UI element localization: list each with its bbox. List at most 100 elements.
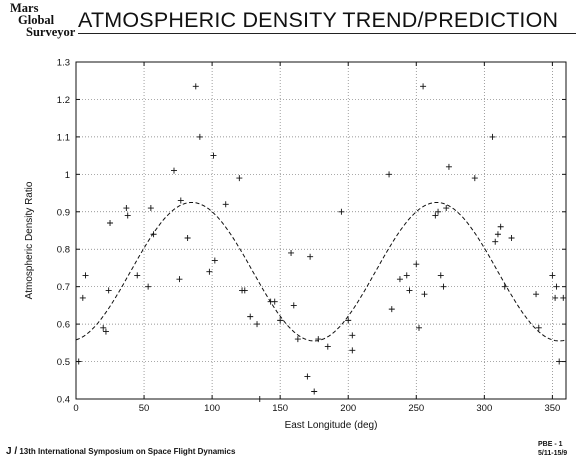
y-tick-label: 1 <box>65 170 70 181</box>
data-point <box>471 175 478 182</box>
data-point <box>440 283 447 290</box>
y-tick-label: 0.7 <box>57 282 70 293</box>
data-point <box>315 336 322 343</box>
logo-line-3: Surveyor <box>26 25 76 39</box>
data-point <box>349 332 356 339</box>
mars-global-surveyor-logo: Mars Global Surveyor <box>8 1 76 39</box>
x-tick-label: 0 <box>73 403 78 414</box>
data-point <box>210 152 217 159</box>
data-point <box>256 396 263 402</box>
data-point <box>432 212 439 219</box>
y-tick-label: 0.9 <box>57 207 70 218</box>
data-point <box>75 358 82 365</box>
x-tick-label: 150 <box>272 403 288 414</box>
data-point <box>147 205 154 212</box>
data-point <box>105 287 112 294</box>
y-tick-label: 1.2 <box>57 95 70 106</box>
data-point <box>102 328 109 335</box>
data-point <box>277 317 284 324</box>
data-point <box>82 272 89 279</box>
data-point <box>386 171 393 178</box>
data-point <box>171 167 177 174</box>
data-point <box>222 201 229 208</box>
data-point <box>307 253 314 260</box>
y-tick-label: 1.1 <box>57 132 70 143</box>
data-point <box>345 317 352 324</box>
x-axis-title: East Longitude (deg) <box>285 420 378 431</box>
data-point <box>552 294 559 301</box>
x-tick-label: 100 <box>204 403 220 414</box>
data-point <box>406 287 413 294</box>
y-tick-label: 0.6 <box>57 320 70 331</box>
logo-line-1: Mars <box>10 1 39 15</box>
data-point <box>290 302 297 309</box>
data-point <box>338 208 345 215</box>
plot-frame <box>75 61 567 400</box>
footer-conference-text: 13th International Symposium on Space Fl… <box>17 447 236 456</box>
data-point <box>294 336 301 343</box>
y-tick-label: 0.5 <box>57 357 70 368</box>
data-point <box>311 388 318 395</box>
data-point <box>247 313 254 320</box>
data-point <box>403 272 410 279</box>
data-point <box>533 291 540 298</box>
data-point <box>416 324 422 331</box>
data-point <box>489 133 496 140</box>
x-tick-label: 350 <box>544 403 560 414</box>
y-axis-title: Atmospheric Density Ratio <box>24 181 35 299</box>
footer-prefix: J / <box>6 446 18 457</box>
data-point <box>494 231 501 238</box>
data-point <box>124 212 131 219</box>
y-tick-label: 0.4 <box>57 395 70 406</box>
data-point <box>435 208 442 215</box>
data-point <box>107 220 114 227</box>
data-point <box>443 205 450 212</box>
fit-curve <box>75 202 567 342</box>
data-point <box>420 83 427 90</box>
x-tick-label: 250 <box>408 403 424 414</box>
data-point <box>501 283 508 290</box>
data-point <box>241 287 248 294</box>
data-point <box>206 268 213 275</box>
data-point <box>535 324 542 331</box>
data-point <box>492 238 499 245</box>
data-point <box>134 272 141 279</box>
data-point <box>304 373 311 380</box>
data-point <box>184 234 191 241</box>
data-point <box>349 347 356 354</box>
data-point <box>254 321 261 328</box>
page-title: ATMOSPHERIC DENSITY TREND/PREDICTION <box>78 8 576 34</box>
data-point <box>288 249 295 256</box>
x-tick-label: 200 <box>340 403 356 414</box>
data-point <box>437 272 444 279</box>
x-tick-label: 50 <box>139 403 150 414</box>
logo-line-2: Global <box>18 13 55 27</box>
data-point <box>556 358 563 365</box>
data-point <box>150 231 157 238</box>
y-tick-label: 1.3 <box>57 58 70 69</box>
data-point <box>100 324 107 331</box>
data-point <box>192 83 199 90</box>
data-point <box>497 223 504 230</box>
data-point <box>176 276 183 283</box>
data-point <box>560 294 567 301</box>
data-point <box>79 294 86 301</box>
data-point <box>271 298 278 305</box>
y-tick-label: 0.8 <box>57 245 70 256</box>
data-point <box>508 234 515 241</box>
data-point <box>549 272 556 279</box>
footer-ref: PBE - 1 5/11-15/9 <box>538 440 567 458</box>
data-point <box>413 261 420 268</box>
footer-ref-line-2: 5/11-15/9 <box>538 450 568 457</box>
data-point <box>196 133 203 140</box>
data-point <box>324 343 331 350</box>
data-point <box>421 291 428 298</box>
data-point <box>145 283 152 290</box>
data-point <box>236 175 243 182</box>
data-point <box>211 257 218 264</box>
data-point <box>388 306 395 313</box>
data-point <box>123 205 130 212</box>
data-point <box>553 283 560 290</box>
data-point <box>445 163 452 170</box>
